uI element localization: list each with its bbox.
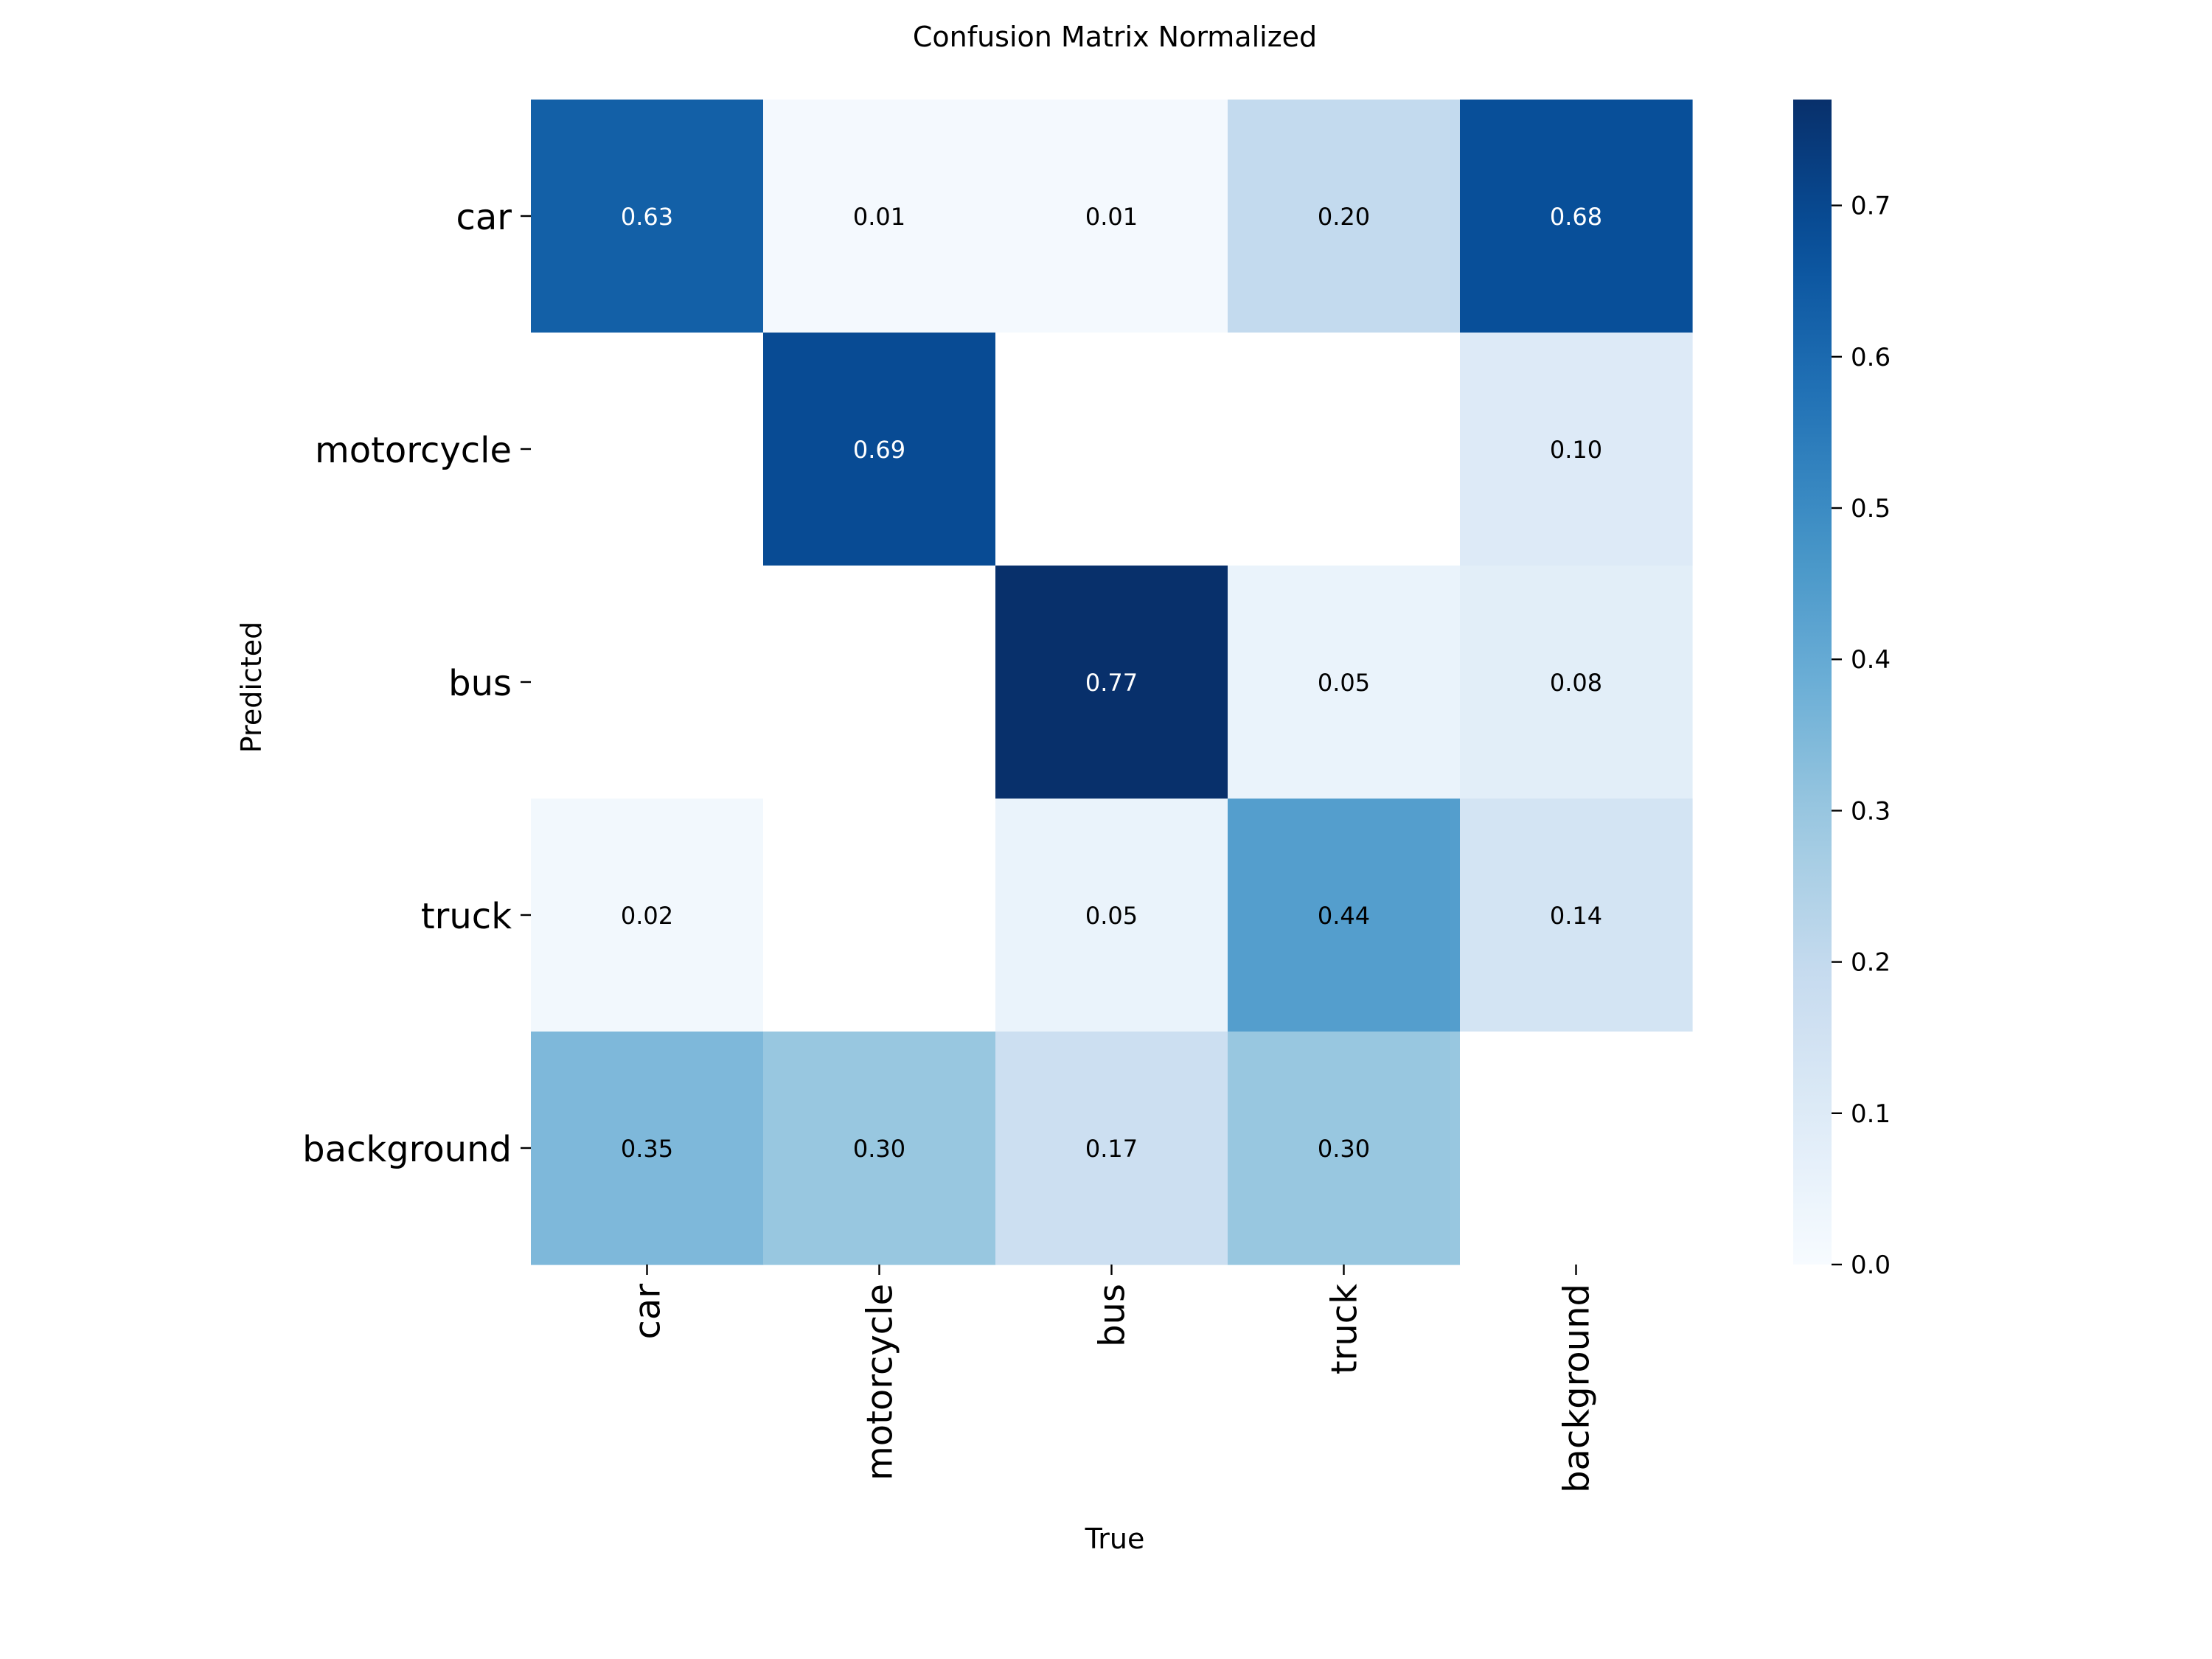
cell-value-label: 0.10 [1550,436,1602,464]
cell-value-label: 0.01 [853,203,905,231]
colorbar-tick-label: 0.6 [1851,343,1891,372]
cell-value-label: 0.05 [1085,902,1138,930]
heatmap-cell [995,566,1228,799]
heatmap-cell [763,566,996,799]
cell-value-label: 0.44 [1318,902,1370,930]
heatmap-cell [1228,100,1461,333]
cell-value-label: 0.63 [621,203,673,231]
heatmap-cell [995,100,1228,333]
x-tick-label: bus [1092,1284,1133,1347]
colorbar: 0.0 0.1 0.2 0.3 0.4 0.5 0.6 0.7 [1793,100,1891,1280]
y-axis-ticks: car motorcycle bus truck background [302,197,531,1170]
heatmap-cell [995,799,1228,1032]
colorbar-gradient [1793,100,1832,1265]
heatmap-cell [531,333,764,566]
heatmap-cell [1460,566,1693,799]
colorbar-tick-label: 0.1 [1851,1099,1891,1129]
y-axis-label: Predicted [235,622,268,753]
cell-value-label: 0.77 [1085,669,1138,697]
cell-value-label: 0.68 [1550,203,1602,231]
x-tick-label: motorcycle [860,1284,901,1481]
cell-value-label: 0.30 [853,1135,905,1163]
cell-value-label: 0.08 [1550,669,1602,697]
y-tick-label: background [302,1129,512,1170]
heatmap-cell [1228,799,1461,1032]
heatmap-cell [531,566,764,799]
x-tick-label: car [627,1284,669,1340]
heatmap-cell [1228,1032,1461,1265]
chart-title: Confusion Matrix Normalized [913,21,1317,53]
heatmap-cell [1228,333,1461,566]
x-tick-label: truck [1324,1284,1366,1374]
colorbar-tick-label: 0.3 [1851,796,1891,826]
cell-value-label: 0.69 [853,436,905,464]
cell-value-label: 0.02 [621,902,673,930]
y-tick-label: car [456,197,512,238]
cell-value-label: 0.35 [621,1135,673,1163]
cell-value-label: 0.01 [1085,203,1138,231]
x-axis-ticks: car motorcycle bus truck background [627,1265,1598,1493]
colorbar-tick-label: 0.0 [1851,1251,1891,1280]
heatmap-cells [531,100,1693,1265]
heatmap-cell [1460,100,1693,333]
heatmap-cell [1460,799,1693,1032]
heatmap-cell [995,333,1228,566]
y-tick-label: bus [448,663,512,704]
heatmap-cell [531,1032,764,1265]
heatmap-cell [531,799,764,1032]
heatmap-cell [1460,333,1693,566]
heatmap-cell [763,333,996,566]
y-tick-label: motorcycle [315,430,512,471]
x-axis-label: True [1085,1523,1145,1555]
heatmap-cell [995,1032,1228,1265]
cell-value-label: 0.17 [1085,1135,1138,1163]
y-tick-label: truck [421,896,512,937]
cell-value-label: 0.14 [1550,902,1602,930]
x-tick-label: background [1557,1284,1598,1493]
colorbar-tick-label: 0.7 [1851,192,1891,221]
heatmap-cell [1228,566,1461,799]
heatmap-cell-labels: 0.63 0.01 0.01 0.20 0.68 0.69 0.10 0.77 0.05 0.08… [621,203,1602,1163]
heatmap-cell [763,100,996,333]
cell-value-label: 0.20 [1318,203,1370,231]
colorbar-tick-label: 0.5 [1851,494,1891,524]
heatmap-cell [531,100,764,333]
cell-value-label: 0.05 [1318,669,1370,697]
heatmap-cell [1460,1032,1693,1265]
heatmap-cell [763,1032,996,1265]
cell-value-label: 0.30 [1318,1135,1370,1163]
colorbar-tick-label: 0.2 [1851,948,1891,978]
colorbar-tick-label: 0.4 [1851,645,1891,675]
heatmap-cell [763,799,996,1032]
